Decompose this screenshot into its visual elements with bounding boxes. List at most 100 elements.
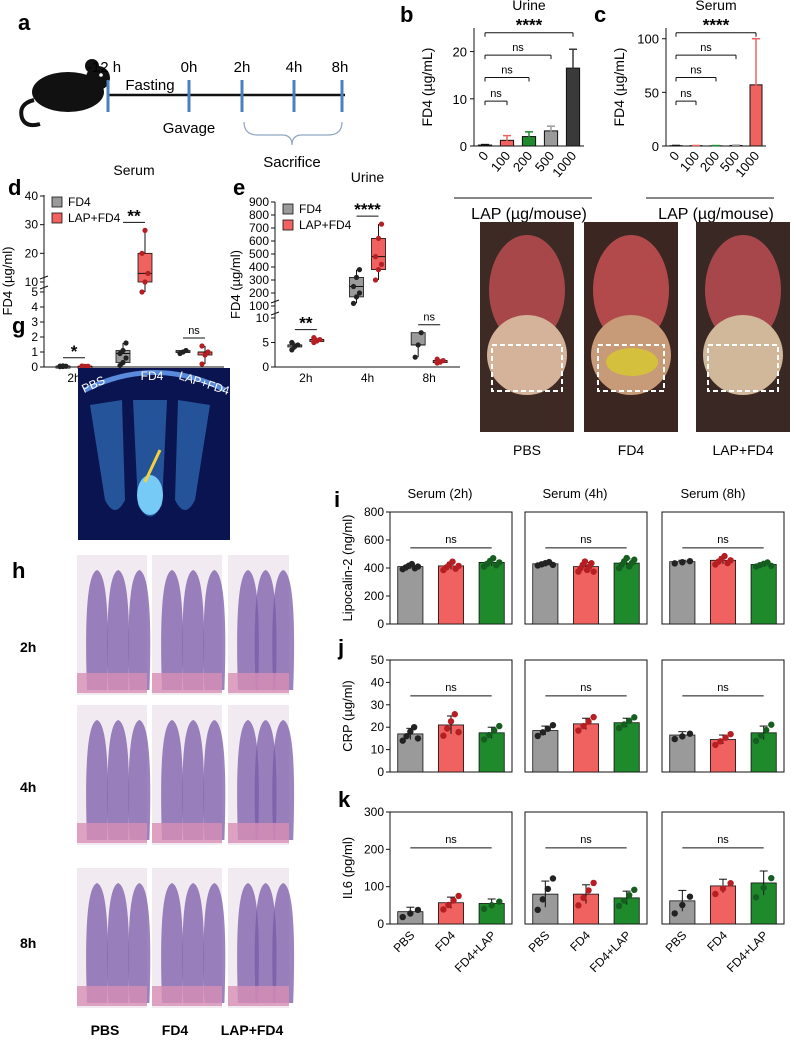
panel-h: h 2h 4h 8h PBS FD4 LAP+FD4 — [12, 555, 295, 1038]
villus-shape — [161, 883, 183, 1003]
panel-g: g PBS FD4 LAP+FD4 — [12, 313, 232, 540]
data-point — [581, 558, 589, 565]
data-point — [585, 718, 592, 725]
panel-letter-g: g — [12, 313, 25, 338]
x-tick-label: 2h — [299, 371, 312, 385]
data-point — [631, 714, 638, 721]
y-tick-label: 20 — [371, 720, 385, 734]
x-tick-label: 0 — [475, 148, 491, 163]
photo-label: LAP+FD4 — [712, 442, 773, 458]
villus-shape — [272, 883, 295, 1003]
data-point — [434, 356, 440, 362]
x-tick-label: 200 — [697, 148, 722, 174]
legend-label: LAP+FD4 — [299, 218, 352, 232]
y-tick-label: 30 — [371, 698, 385, 712]
legend-swatch — [51, 196, 63, 208]
submucosa-band — [228, 673, 289, 693]
significance-label: ns — [717, 682, 729, 694]
x-tick-label: FD4 — [432, 928, 458, 954]
villus-shape — [254, 883, 277, 1003]
col-label: FD4 — [162, 1022, 189, 1038]
significance-label: **** — [354, 200, 381, 219]
data-point — [763, 726, 770, 734]
data-point — [407, 728, 414, 735]
data-point — [205, 349, 211, 355]
data-point — [549, 875, 557, 882]
tube-label: FD4 — [141, 369, 164, 383]
submucosa-band — [77, 823, 147, 843]
data-point — [631, 556, 638, 563]
y-tick-label: 200 — [364, 842, 384, 856]
panel-letter-c: c — [594, 2, 606, 27]
data-point — [623, 554, 630, 562]
data-point — [575, 902, 582, 909]
data-point — [399, 737, 406, 744]
box — [137, 252, 153, 283]
data-point — [79, 363, 85, 369]
data-point — [120, 359, 126, 366]
legend-swatch — [51, 212, 63, 224]
data-point — [378, 221, 385, 227]
data-point — [375, 267, 382, 273]
villus-shape — [107, 883, 130, 1003]
x-tick-label: PBS — [663, 928, 690, 955]
data-point — [414, 735, 422, 742]
data-point — [488, 902, 495, 909]
data-point — [455, 892, 462, 900]
villus-shape — [254, 720, 277, 840]
y-tick-label: 500 — [249, 247, 269, 261]
row-label: 2h — [20, 639, 36, 655]
col-label: LAP+FD4 — [221, 1022, 284, 1038]
chart-title: Urine — [351, 169, 385, 185]
data-point — [418, 330, 424, 336]
photo-label: PBS — [513, 442, 541, 458]
he-histology-photo — [77, 555, 295, 1008]
data-point — [350, 300, 357, 306]
y-tick-label: 0 — [377, 765, 384, 779]
y-tick-label: 2 — [31, 330, 38, 344]
x-axis-label: LAP (µg/mouse) — [658, 206, 774, 223]
data-point — [311, 335, 317, 341]
villus-shape — [161, 570, 183, 690]
bar — [397, 566, 424, 625]
y-tick-label: 0 — [652, 139, 659, 154]
data-point — [534, 906, 541, 914]
submucosa-band — [152, 986, 222, 1006]
villus-shape — [254, 570, 277, 690]
data-point — [447, 718, 455, 725]
submucosa-band — [228, 986, 289, 1006]
chart-title: Serum — [695, 0, 736, 13]
data-point — [722, 734, 729, 741]
x-tick-label: FD4 — [567, 928, 593, 954]
data-point — [727, 730, 734, 738]
y-tick-label: 40 — [371, 675, 385, 689]
data-point — [123, 355, 129, 361]
y-tick-label: 100 — [637, 32, 659, 47]
bar — [669, 561, 696, 625]
data-point — [727, 880, 734, 887]
villus-shape — [161, 720, 183, 840]
villus-shape — [128, 570, 151, 690]
y-axis-label: FD4 (µg/mL) — [611, 48, 627, 127]
y-tick-label: 1 — [31, 345, 38, 359]
panel-f: f PBS FD4 LAP+FD4 — [480, 222, 790, 458]
panel-letter-h: h — [12, 558, 25, 583]
data-point — [403, 732, 410, 740]
significance-label: ns — [445, 834, 457, 846]
panel-letter-e: e — [233, 175, 245, 200]
x-tick-label: 8h — [422, 371, 435, 385]
villus-shape — [203, 883, 226, 1003]
villus-shape — [86, 570, 108, 690]
data-point — [317, 336, 323, 343]
data-point — [451, 711, 459, 718]
data-point — [414, 906, 422, 914]
significance-label: ** — [127, 206, 141, 225]
data-point — [414, 563, 422, 570]
data-point — [588, 560, 595, 567]
villus-shape — [86, 883, 108, 1003]
data-point — [199, 361, 205, 367]
bar — [478, 562, 505, 625]
data-point — [631, 886, 638, 894]
data-point — [455, 562, 462, 570]
data-point — [399, 913, 406, 921]
